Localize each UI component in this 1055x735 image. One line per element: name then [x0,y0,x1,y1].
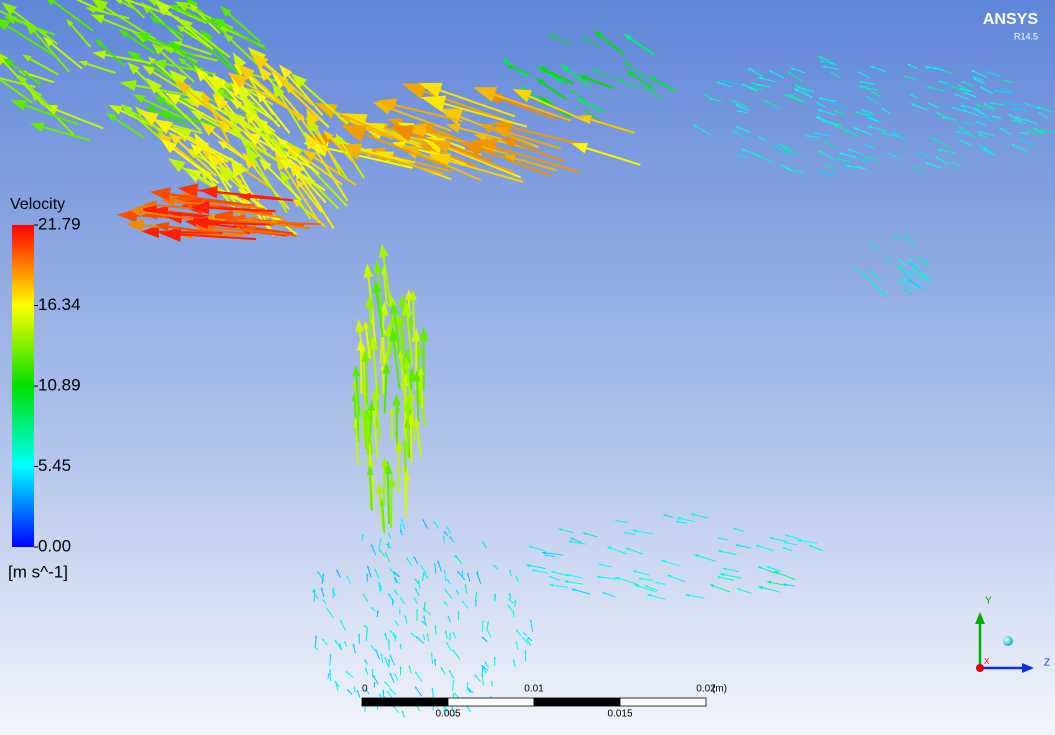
vector-shaft [467,684,468,691]
scale-unit: (m) [712,684,727,695]
legend-unit: [m s^-1] [8,562,68,581]
vector-shaft [435,660,436,665]
viewport: ANSYS R14.5 Velocity 21.79 16.34 10.89 5.45… [0,0,1055,735]
vector-shaft [411,422,412,463]
legend-tick-label: 10.89 [38,376,81,395]
vector-shaft [435,627,436,635]
vector-shaft [377,612,378,617]
scale-label: 0.01 [524,684,544,695]
scale-segment [620,698,706,706]
vector-shaft [391,484,392,527]
vector-shaft [482,622,483,632]
vector-shaft [388,472,389,524]
x-axis-dot [976,664,984,672]
background [0,0,1055,735]
vector-shaft [358,416,359,442]
vector-shaft [361,348,362,393]
vector-shaft [384,465,385,504]
brand-version: R14.5 [1014,31,1038,41]
color-bar [12,225,34,547]
view-sphere [1003,636,1013,646]
y-axis-label: Y [985,596,992,607]
scale-label: 0.005 [435,709,460,720]
scale-segment [448,698,534,706]
scale-segment [362,698,448,706]
legend-tick-label: 16.34 [38,295,81,314]
vector-shaft [413,298,414,338]
vector-shaft [406,478,407,515]
vector-shaft [407,408,408,457]
vector-shaft [396,403,397,448]
x-axis-label: X [984,657,990,666]
vector-shaft [405,444,406,473]
scale-segment [534,698,620,706]
vector-shaft [513,612,514,617]
legend-tick-label: 21.79 [38,214,81,233]
z-axis-label: Z [1044,658,1050,669]
legend-title: Velocity [10,196,65,213]
legend-tick-label: 0.00 [38,536,71,555]
legend-tick-label: 5.45 [38,456,71,475]
brand-name: ANSYS [983,11,1038,28]
scale-label: 0.015 [607,709,632,720]
vector-shaft [421,373,422,408]
scale-label: 0 [362,684,368,695]
vector-shaft [515,602,516,607]
